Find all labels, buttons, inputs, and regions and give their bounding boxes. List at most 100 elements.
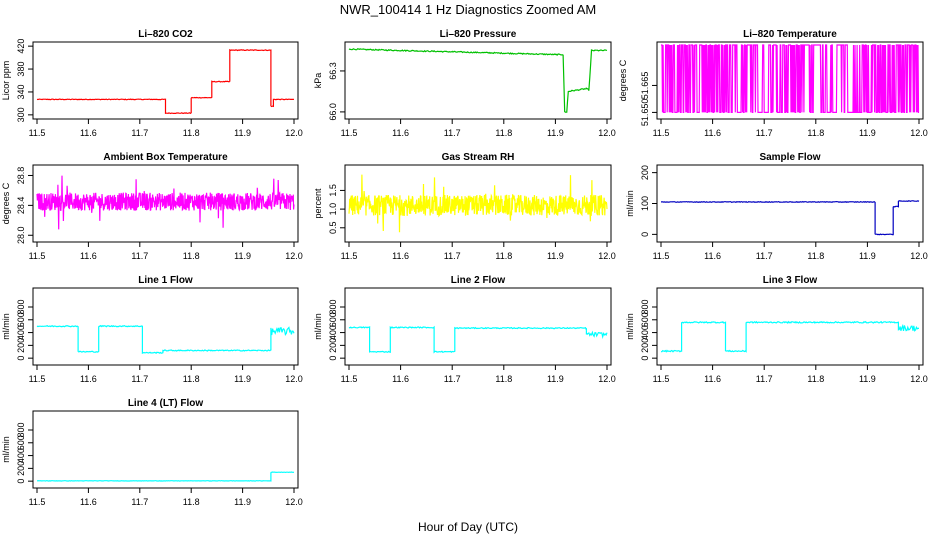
line-4-lt-flow-ytick-label: 0 — [16, 479, 26, 484]
panel-grid: Li–820 CO2 11.5 11.6 11.7 11.8 11.9 12.0 300 340… — [1, 29, 928, 507]
licor-co2-panel: Li–820 CO2 11.5 11.6 11.7 11.8 11.9 12.0 300 340… — [1, 29, 303, 138]
line-1-flow-title: Line 1 Flow — [138, 275, 193, 286]
licor-co2-title: Li–820 CO2 — [138, 29, 193, 40]
ambient-box-temperature-ylabel: degrees C — [1, 182, 11, 224]
line-4-lt-flow-title: Line 4 (LT) Flow — [128, 398, 204, 409]
figure-title: NWR_100414 1 Hz Diagnostics Zoomed AM — [340, 2, 597, 17]
sample-flow-xtick-label: 11.8 — [807, 251, 824, 261]
line-2-flow-xtick-label: 11.9 — [547, 374, 564, 384]
licor-pressure-xtick-label: 11.7 — [444, 128, 461, 138]
ambient-box-temperature-ytick-label: 28.4 — [16, 197, 26, 215]
line-1-flow-xtick-label: 11.8 — [183, 374, 200, 384]
gas-stream-rh-xtick-label: 11.7 — [444, 251, 461, 261]
line-3-flow-ytick-label: 600 — [640, 312, 650, 327]
licor-co2-ytick-label: 380 — [16, 62, 26, 77]
line-3-flow-xtick-label: 11.7 — [756, 374, 773, 384]
sample-flow-ytick-label: 0 — [640, 232, 650, 237]
line-1-flow-ytick-label: 600 — [16, 312, 26, 327]
licor-co2-xtick-label: 12.0 — [285, 128, 303, 138]
line-2-flow-ytick-label: 400 — [328, 325, 338, 340]
line-1-flow-xtick-label: 11.6 — [80, 374, 97, 384]
licor-temperature-ytick-label: 51.665 — [640, 72, 650, 100]
licor-pressure-ytick-label: 66.0 — [328, 103, 338, 121]
sample-flow-xtick-label: 12.0 — [910, 251, 928, 261]
line-4-lt-flow-series-line — [37, 471, 295, 482]
line-2-flow-plot-frame — [344, 287, 612, 366]
ambient-box-temperature-ytick-label: 28.8 — [16, 167, 26, 185]
line-2-flow-ytick-label: 600 — [328, 312, 338, 327]
line-2-flow-panel: Line 2 Flow 11.5 11.6 11.7 11.8 11.9 12.0 0 2004… — [313, 275, 616, 384]
gas-stream-rh-ytick-label: 0.5 — [328, 222, 338, 235]
line-4-lt-flow-plot-frame — [32, 410, 299, 489]
sample-flow-series-line — [661, 200, 920, 236]
line-2-flow-xtick-label: 11.8 — [495, 374, 512, 384]
line-1-flow-xtick-label: 11.7 — [131, 374, 148, 384]
line-2-flow-series-line — [348, 325, 608, 354]
licor-pressure-ytick-label: 66.3 — [328, 62, 338, 80]
line-4-lt-flow-ytick-label: 400 — [16, 448, 26, 463]
line-1-flow-panel: Line 1 Flow 11.5 11.6 11.7 11.8 11.9 12.0 0 2004… — [1, 275, 303, 384]
licor-temperature-series-line — [661, 44, 920, 113]
sample-flow-ytick-label: 100 — [640, 196, 650, 211]
sample-flow-panel: Sample Flow 11.5 11.6 11.7 11.8 11.9 12.0 0 100 2… — [625, 152, 928, 261]
figure-xlabel: Hour of Day (UTC) — [418, 520, 518, 534]
licor-co2-ytick-label: 340 — [16, 84, 26, 99]
line-4-lt-flow-xtick-label: 11.8 — [183, 497, 200, 507]
gas-stream-rh-xtick-label: 11.9 — [547, 251, 564, 261]
licor-pressure-xtick-label: 11.9 — [547, 128, 564, 138]
licor-temperature-xtick-label: 11.8 — [807, 128, 824, 138]
line-2-flow-ytick-label: 800 — [328, 299, 338, 314]
line-3-flow-ytick-label: 800 — [640, 299, 650, 314]
line-4-lt-flow-xtick-label: 11.9 — [234, 497, 251, 507]
line-4-lt-flow-ylabel: ml/min — [1, 436, 11, 463]
line-4-lt-flow-ytick-label: 600 — [16, 435, 26, 450]
licor-temperature-ytick-label: 51.650 — [640, 99, 650, 127]
licor-co2-xtick-label: 11.8 — [183, 128, 200, 138]
line-4-lt-flow-xtick-label: 11.7 — [131, 497, 148, 507]
licor-temperature-title: Li–820 Temperature — [743, 29, 837, 40]
gas-stream-rh-ytick-label: 1.0 — [328, 203, 338, 216]
ambient-box-temperature-xtick-label: 11.8 — [183, 251, 200, 261]
licor-temperature-xtick-label: 11.5 — [653, 128, 670, 138]
ambient-box-temperature-xtick-label: 11.9 — [234, 251, 251, 261]
ambient-box-temperature-series-line — [36, 175, 295, 230]
licor-pressure-xtick-label: 11.8 — [495, 128, 512, 138]
line-1-flow-ytick-label: 800 — [16, 299, 26, 314]
licor-co2-ytick-label: 300 — [16, 107, 26, 122]
line-2-flow-xtick-label: 12.0 — [598, 374, 616, 384]
licor-pressure-ylabel: kPa — [313, 73, 323, 89]
line-3-flow-plot-frame — [656, 287, 924, 366]
licor-pressure-xtick-label: 11.5 — [341, 128, 358, 138]
line-4-lt-flow-xtick-label: 12.0 — [285, 497, 303, 507]
line-3-flow-xtick-label: 11.6 — [704, 374, 721, 384]
licor-pressure-panel: Li–820 Pressure 11.5 11.6 11.7 11.8 11.9 12.0 6… — [313, 29, 616, 138]
ambient-box-temperature-xtick-label: 11.6 — [80, 251, 97, 261]
line-3-flow-ytick-label: 400 — [640, 325, 650, 340]
sample-flow-ylabel: ml/min — [625, 190, 635, 217]
line-3-flow-series-line — [661, 320, 920, 353]
licor-co2-ylabel: Licor ppm — [1, 61, 11, 101]
line-4-lt-flow-ytick-label: 200 — [16, 461, 26, 476]
line-2-flow-ytick-label: 0 — [328, 356, 338, 361]
sample-flow-ytick-label: 200 — [640, 165, 650, 180]
ambient-box-temperature-ytick-label: 28.0 — [16, 226, 26, 244]
line-1-flow-series-line — [36, 324, 295, 354]
line-1-flow-ytick-label: 200 — [16, 338, 26, 353]
licor-co2-ytick-label: 420 — [16, 39, 26, 54]
licor-co2-xtick-label: 11.5 — [29, 128, 46, 138]
sample-flow-xtick-label: 11.6 — [704, 251, 721, 261]
line-3-flow-ylabel: ml/min — [625, 313, 635, 340]
sample-flow-xtick-label: 11.9 — [859, 251, 876, 261]
gas-stream-rh-xtick-label: 12.0 — [598, 251, 616, 261]
ambient-box-temperature-plot-frame — [32, 164, 299, 243]
licor-temperature-xtick-label: 12.0 — [910, 128, 928, 138]
line-2-flow-ylabel: ml/min — [313, 313, 323, 340]
licor-temperature-panel: Li–820 Temperature 11.5 11.6 11.7 11.8 11.9 12… — [618, 29, 928, 138]
line-1-flow-ytick-label: 0 — [16, 356, 26, 361]
licor-co2-xtick-label: 11.6 — [80, 128, 97, 138]
licor-co2-series-line — [36, 48, 295, 115]
gas-stream-rh-title: Gas Stream RH — [442, 152, 515, 163]
gas-stream-rh-panel: Gas Stream RH 11.5 11.6 11.7 11.8 11.9 12.0 0.5… — [313, 152, 616, 261]
line-4-lt-flow-panel: Line 4 (LT) Flow 11.5 11.6 11.7 11.8 11.9 12.0… — [1, 398, 303, 507]
